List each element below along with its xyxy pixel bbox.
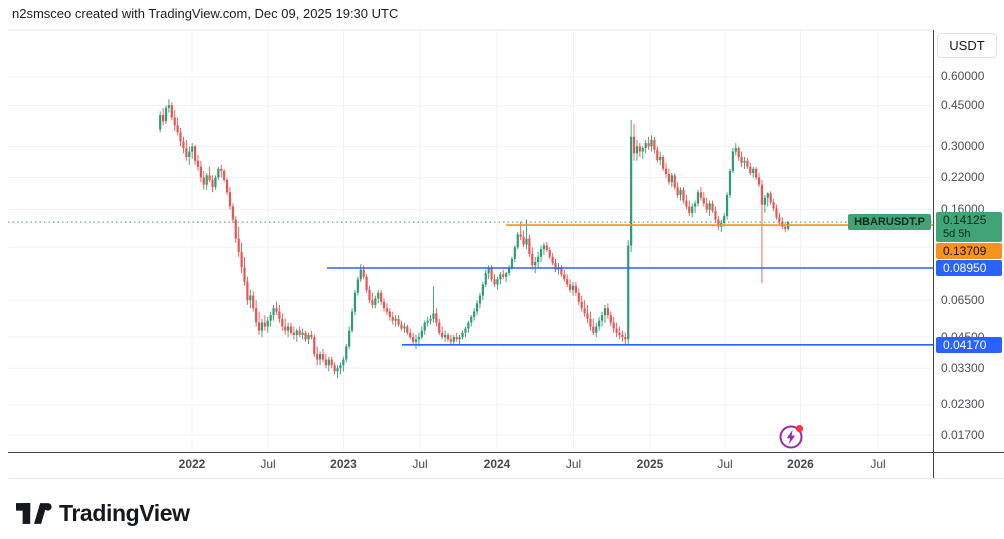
price-axis-label: 0.60000 — [941, 69, 985, 84]
last-price-value: 0.14125 — [943, 213, 987, 228]
time-axis-label: 2026 — [787, 457, 814, 471]
time-axis-label: Jul — [717, 457, 733, 471]
last-price-badge: 0.14125 5d 5h — [936, 212, 1002, 243]
time-axis-label: 2024 — [483, 457, 511, 471]
time-axis-label: Jul — [412, 457, 428, 471]
support-lower-badge: 0.04170 — [936, 336, 1002, 353]
price-axis-label: 0.03300 — [941, 360, 985, 375]
time-axis-label: Jul — [870, 457, 886, 471]
symbol-price-line-label: HBARUSDT.P — [848, 214, 931, 231]
price-axis-label: 0.22000 — [941, 170, 985, 185]
axis-borders — [8, 30, 1004, 479]
tradingview-logo-text: TradingView — [59, 500, 190, 526]
grid — [8, 29, 933, 452]
tradingview-logo[interactable]: TradingView — [16, 500, 190, 527]
candles-series — [159, 99, 790, 378]
time-axis-label: Jul — [565, 457, 582, 471]
time-axis-label: Jul — [260, 457, 276, 471]
support-upper-badge: 0.08950 — [936, 260, 1002, 276]
time-axis-label: 2022 — [178, 457, 206, 471]
flash-event-icon[interactable] — [779, 425, 804, 449]
orange-level-badge: 0.13709 — [936, 243, 1002, 260]
price-axis-label: 0.01700 — [941, 427, 985, 442]
price-axis-label: 0.06500 — [941, 292, 985, 307]
price-axis-label: 0.45000 — [941, 98, 985, 113]
price-axis-label: 0.30000 — [941, 138, 985, 153]
time-axis-label: 2023 — [330, 457, 357, 471]
attribution-text: n2smsceo created with TradingView.com, D… — [12, 6, 399, 21]
bar-countdown: 5d 5h — [943, 228, 971, 241]
tradingview-logo-mark — [16, 503, 52, 524]
time-axis-label: 2025 — [636, 457, 664, 471]
price-axis-label: 0.02300 — [941, 397, 985, 412]
currency-toggle-button[interactable]: USDT — [937, 33, 997, 58]
